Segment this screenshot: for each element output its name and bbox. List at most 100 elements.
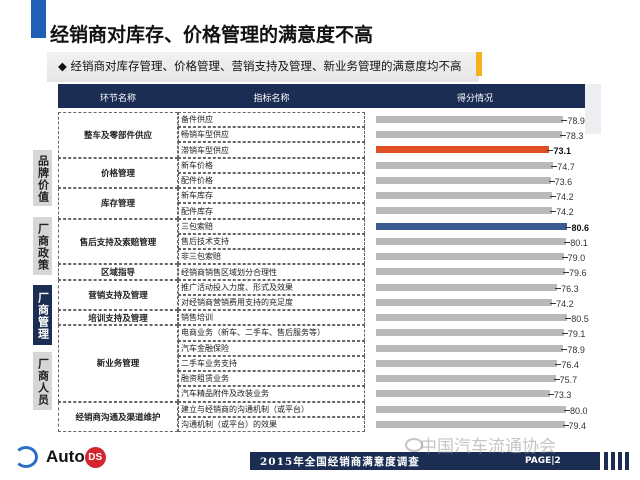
logo-text: Auto [46, 447, 85, 466]
score-bar [376, 359, 558, 367]
score-bar [376, 283, 558, 291]
score-bar [376, 253, 564, 261]
error-tick [547, 150, 554, 152]
score-bar [376, 344, 564, 352]
score-bar [376, 314, 568, 322]
score-bar [376, 268, 566, 276]
indicator-cell: 汽车金融保险 [178, 340, 365, 356]
header-score: 得分情况 [456, 94, 493, 104]
group-cell: 价格管理 [58, 157, 178, 189]
error-tick [550, 211, 557, 213]
indicator-cell: 经销商销售区域划分合理性 [178, 264, 365, 280]
indicator-cell: 建立与经销商的沟通机制（或平台） [178, 401, 365, 417]
score-bar [376, 298, 553, 306]
side-panel [585, 84, 601, 134]
score-label: 80.1 [570, 237, 588, 248]
score-bar [376, 176, 551, 184]
logo-badge: DS [84, 447, 106, 469]
score-bar [376, 161, 554, 169]
indicator-cell: 电商业务（新车、二手车、售后服务等） [178, 325, 365, 341]
error-tick [547, 394, 554, 396]
title-accent-bar [31, 0, 46, 38]
score-label: 80.0 [570, 405, 588, 416]
side-label: 品牌价值 [33, 150, 52, 206]
subtitle-band [47, 52, 479, 82]
indicator-cell: 滞销车型供应 [178, 142, 365, 158]
error-tick [561, 348, 568, 350]
indicator-cell: 配件价格 [178, 172, 365, 189]
error-tick [555, 287, 562, 289]
score-bar [376, 329, 564, 337]
indicator-cell: 新车价格 [178, 157, 365, 173]
subtitle-accent [476, 52, 482, 76]
score-label: 80.6 [571, 222, 589, 233]
error-tick [553, 379, 560, 381]
score-label: 78.9 [567, 116, 585, 126]
footer-title: 2015年全国经销商满意度调查 [260, 456, 420, 468]
error-tick [564, 409, 570, 411]
header-stage: 环节名称 [99, 94, 136, 104]
error-tick [563, 272, 570, 274]
score-label: 73.1 [553, 146, 571, 157]
subtitle: ◆ 经销商对库存管理、价格管理、营销支持及管理、新业务管理的满意度均不高 [58, 59, 462, 73]
score-label: 73.6 [554, 176, 573, 187]
score-bar [376, 131, 562, 139]
error-tick [562, 424, 569, 426]
error-tick [551, 165, 558, 167]
error-tick [561, 333, 568, 335]
group-cell: 区域指导 [58, 264, 178, 280]
side-label: 厂商政策 [33, 217, 52, 275]
score-label: 74.2 [556, 207, 574, 218]
error-tick [555, 363, 562, 365]
error-tick [565, 226, 572, 228]
indicator-cell: 售后技术支持 [178, 233, 365, 250]
score-label: 76.4 [561, 359, 579, 370]
page-number: PAGE|2 [525, 456, 561, 466]
score-label: 74.2 [556, 298, 574, 309]
group-cell: 售后支持及索赔管理 [58, 218, 178, 265]
error-tick [565, 318, 572, 320]
error-tick [564, 241, 571, 243]
score-label: 79.4 [568, 420, 587, 431]
score-label: 79.1 [567, 329, 586, 340]
indicator-cell: 沟通机制（或平台）的效果 [178, 416, 365, 433]
indicator-cell: 配件库存 [178, 203, 365, 219]
group-cell: 新业务管理 [58, 325, 178, 402]
table-header: 环节名称 指标名称 得分情况 [58, 84, 585, 108]
indicator-cell: 畅销车型供应 [178, 127, 365, 143]
score-bar [376, 375, 556, 383]
score-label: 76.3 [561, 283, 579, 294]
cada-logo [14, 446, 38, 468]
score-label: 80.5 [571, 314, 589, 325]
indicator-cell: 推广活动投入力度、形式及效果 [178, 279, 365, 295]
error-tick [548, 180, 555, 182]
watermark: 中国汽车流通协会 [420, 437, 556, 457]
error-tick [561, 257, 568, 259]
group-cell: 经销商沟通及渠道维护 [58, 401, 178, 433]
indicator-cell: 备件供应 [178, 112, 365, 128]
footer-stripe [618, 452, 622, 470]
indicator-cell: 销售培训 [178, 310, 365, 326]
footer-banner: 2015年全国经销商满意度调查 PAGE|2 [250, 452, 600, 470]
score-label: 74.2 [556, 192, 574, 203]
score-label: 73.3 [553, 390, 572, 401]
indicator-cell: 三包索赔 [178, 218, 365, 234]
indicator-cell: 对经销商营销费用支持的充足度 [178, 294, 365, 311]
score-label: 79.6 [569, 268, 587, 279]
header-indicator: 指标名称 [253, 94, 290, 104]
error-tick [559, 135, 566, 137]
group-cell: 培训支持及管理 [58, 310, 178, 326]
score-label: 78.9 [567, 344, 585, 355]
page-title: 经销商对库存、价格管理的满意度不高 [50, 24, 374, 46]
score-bar [376, 237, 567, 245]
score-bar [376, 207, 553, 215]
autods-logo: Auto DS [46, 447, 106, 469]
score-bar [376, 222, 568, 230]
score-bar [376, 192, 553, 200]
indicator-cell: 二手车业务支持 [178, 355, 365, 372]
score-bar [376, 390, 550, 398]
error-tick [550, 196, 557, 198]
score-label: 78.3 [565, 131, 584, 142]
score-bar [376, 420, 565, 428]
score-label: 79.0 [567, 253, 586, 264]
